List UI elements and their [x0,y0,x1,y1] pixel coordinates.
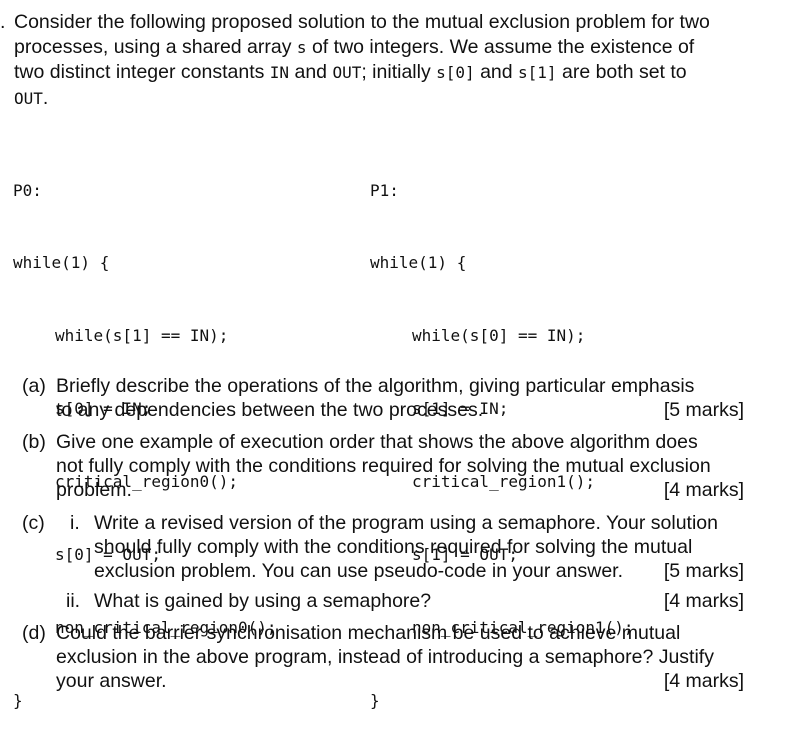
code-label-p0: P0: [13,179,277,203]
question-c-ii-line-1: What is gained by using a semaphore? [94,589,744,613]
question-b: (b) Give one example of execution order … [22,430,744,502]
marks-d: [4 marks] [664,669,744,693]
question-d: (d) Could the barrier synchronisation me… [22,621,744,693]
marks-b: [4 marks] [664,478,744,502]
question-b-line-3: problem. [56,478,744,502]
question-c-i: i. Write a revised version of the progra… [66,511,744,583]
question-a: (a) Briefly describe the operations of t… [22,374,744,422]
code-out-2: OUT [14,89,43,108]
question-label-c: (c) [22,511,45,535]
code-line: while(s[0] == IN); [370,324,634,348]
question-a-line-1: Briefly describe the operations of the a… [56,374,744,398]
question-c-i-line-1: Write a revised version of the program u… [94,511,744,535]
intro-line-4: OUT. [14,86,726,112]
code-loop-p1: while(1) { [370,251,634,275]
intro-line-1: Consider the following proposed solution… [14,10,726,35]
code-s0: s[0] [436,63,475,82]
question-label-d: (d) [22,621,46,645]
code-out: OUT [332,63,361,82]
code-s1: s[1] [518,63,557,82]
question-a-line-2: to any dependencies between the two proc… [56,398,744,422]
code-label-p1: P1: [370,179,634,203]
question-d-line-3: your answer. [56,669,744,693]
intro-line-2: processes, using a shared array s of two… [14,35,726,61]
question-b-line-2: not fully comply with the conditions req… [56,454,744,478]
intro-bullet: . [0,10,5,35]
question-d-line-2: exclusion in the above program, instead … [56,645,744,669]
question-c-i-line-3: exclusion problem. You can use pseudo-co… [94,559,744,583]
marks-c-i: [5 marks] [664,559,744,583]
question-label-b: (b) [22,430,46,454]
intro-line-3: two distinct integer constants IN and OU… [14,60,726,86]
question-c-ii: ii. What is gained by using a semaphore? [66,589,744,613]
code-in: IN [270,63,289,82]
marks-a: [5 marks] [664,398,744,422]
question-c: (c) i. Write a revised version of the pr… [22,511,744,613]
question-c-ii-num: ii. [66,589,80,613]
question-d-line-1: Could the barrier synchronisation mechan… [56,621,744,645]
question-c-i-line-2: should fully comply with the conditions … [94,535,744,559]
marks-c-ii: [4 marks] [664,589,744,613]
code-s: s [297,38,307,57]
question-label-a: (a) [22,374,46,398]
question-b-line-1: Give one example of execution order that… [56,430,744,454]
intro-paragraph: . Consider the following proposed soluti… [14,10,726,111]
question-c-i-num: i. [70,511,80,535]
code-line: while(s[1] == IN); [13,324,277,348]
code-loop-p0: while(1) { [13,251,277,275]
